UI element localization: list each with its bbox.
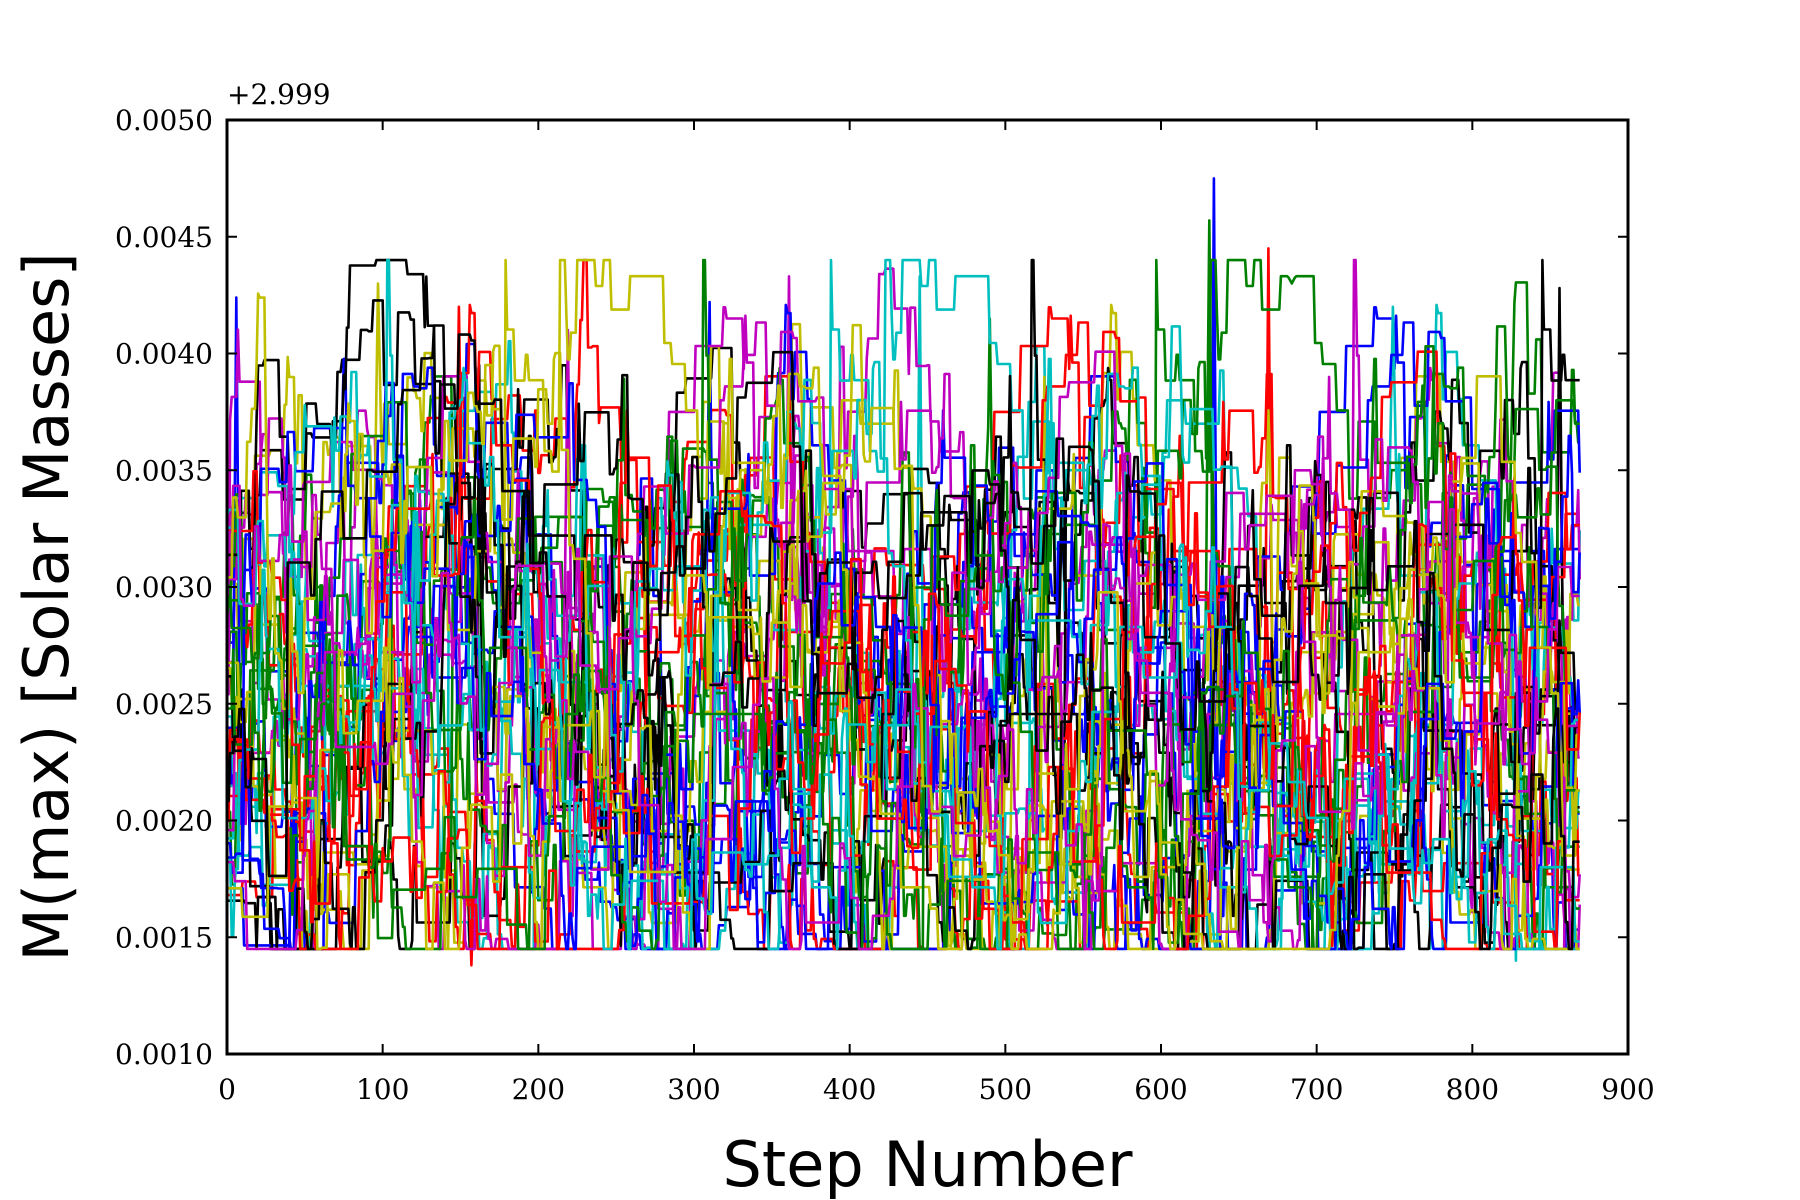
x-tick-label: 100 xyxy=(356,1073,409,1106)
x-tick-label: 500 xyxy=(979,1073,1032,1106)
y-tick-label: 0.0015 xyxy=(115,921,213,954)
y-tick-label: 0.0030 xyxy=(115,571,213,604)
y-tick-label: 0.0025 xyxy=(115,688,213,721)
y-tick-label: 0.0010 xyxy=(115,1038,213,1071)
series-group xyxy=(225,177,1581,967)
x-tick-label: 900 xyxy=(1601,1073,1654,1106)
ticks-group: 0 100 200 300 400 500 600 700 800 900 0.0010 0.0015… xyxy=(115,104,1655,1106)
x-tick-label: 300 xyxy=(667,1073,720,1106)
series-line-31 xyxy=(227,523,1580,951)
series-line-37 xyxy=(227,345,1580,951)
x-tick-label: 0 xyxy=(218,1073,236,1106)
y-tick-label: 0.0020 xyxy=(115,805,213,838)
x-tick-label: 400 xyxy=(823,1073,876,1106)
y-axis-title: M(max) [Solar Masses] xyxy=(10,252,83,961)
series-line-41 xyxy=(227,292,1580,951)
series-line-33 xyxy=(227,321,1580,951)
y-tick-label: 0.0040 xyxy=(115,338,213,371)
y-tick-label: 0.0035 xyxy=(115,454,213,487)
x-tick-label: 200 xyxy=(512,1073,565,1106)
y-tick-label: 0.0050 xyxy=(115,104,213,137)
x-axis-title: Step Number xyxy=(723,1128,1133,1200)
series-line-24 xyxy=(227,321,1580,951)
x-tick-label: 600 xyxy=(1134,1073,1187,1106)
series-line-42 xyxy=(227,324,1580,951)
y-tick-label: 0.0045 xyxy=(115,221,213,254)
series-line-35 xyxy=(227,258,1580,951)
series-line-40 xyxy=(227,464,1581,951)
x-tick-label: 700 xyxy=(1290,1073,1343,1106)
series-line-34 xyxy=(227,357,1580,951)
x-tick-label: 800 xyxy=(1446,1073,1499,1106)
y-offset-label: +2.999 xyxy=(227,78,331,111)
